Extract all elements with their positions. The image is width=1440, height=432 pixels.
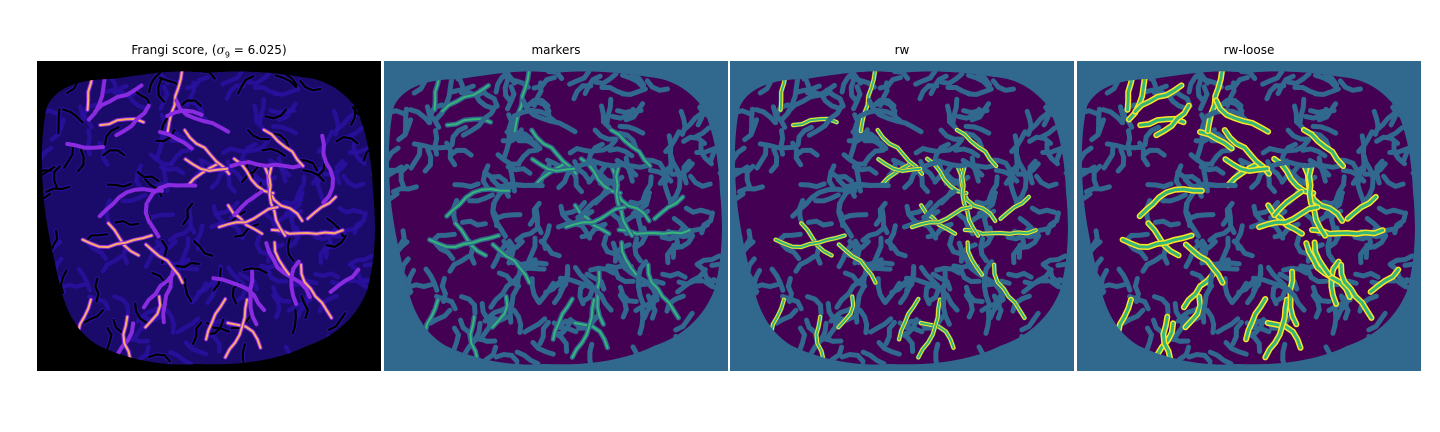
rw-loose-svg bbox=[1077, 61, 1421, 371]
frangi-image bbox=[37, 61, 381, 371]
panel-title-markers: markers bbox=[531, 43, 581, 57]
panel-title-rw-loose: rw-loose bbox=[1223, 43, 1275, 57]
rw-svg bbox=[730, 61, 1074, 371]
markers-svg bbox=[384, 61, 728, 371]
markers-image bbox=[384, 61, 728, 371]
panel-title-frangi: Frangi score, (σ9 = 6.025) bbox=[131, 43, 287, 60]
rw-image bbox=[730, 61, 1074, 371]
panel-title-rw: rw bbox=[894, 43, 910, 57]
frangi-svg bbox=[37, 61, 381, 371]
rw-loose-image bbox=[1077, 61, 1421, 371]
